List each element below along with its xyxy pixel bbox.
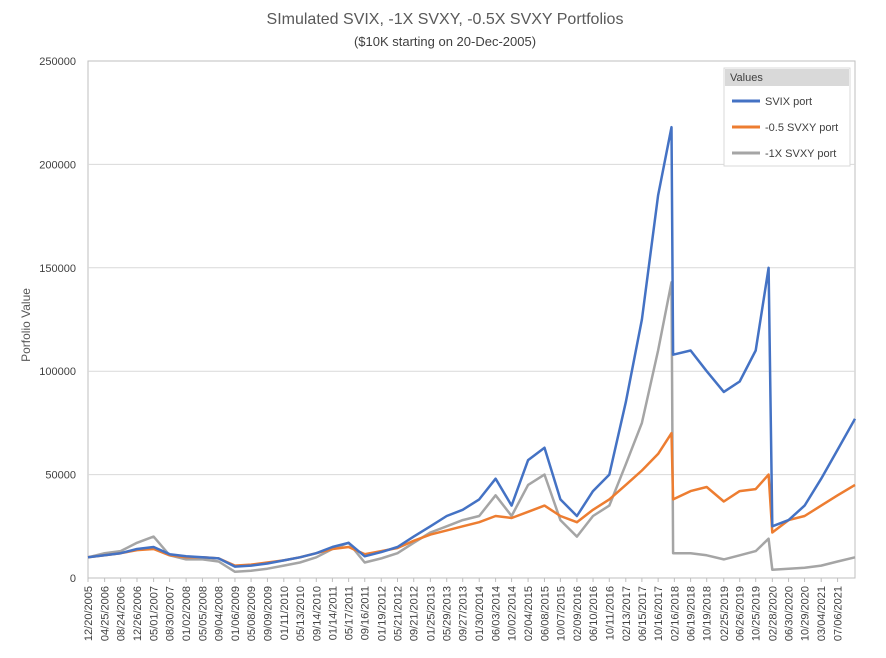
x-tick-label: 02/09/2016: [572, 586, 584, 641]
x-tick-label: 05/13/2010: [295, 586, 307, 641]
x-tick-label: 09/09/2009: [262, 586, 274, 641]
x-tick-label: 01/06/2009: [230, 586, 242, 641]
legend: Values SVIX port -0.5 SVXY port -1X SVXY p…: [723, 67, 851, 167]
chart-title: SImulated SVIX, -1X SVXY, -0.5X SVXY Por…: [267, 11, 624, 28]
y-tick-label: 250000: [39, 56, 76, 68]
x-tick-label: 05/08/2009: [246, 586, 258, 641]
x-tick-label: 05/29/2013: [442, 586, 454, 641]
y-tick-label: 50000: [45, 470, 76, 482]
legend-item-label: -1X SVXY port: [765, 148, 836, 160]
x-tick-label: 09/14/2010: [311, 586, 323, 641]
x-tick-label: 02/13/2017: [621, 586, 633, 641]
x-tick-label: 09/04/2008: [214, 586, 226, 641]
plot-area: [87, 60, 856, 579]
gridlines: [88, 163, 855, 476]
x-tick-label: 08/30/2007: [165, 586, 177, 641]
x-tick-label: 06/10/2016: [588, 586, 600, 641]
legend-item-label: -0.5 SVXY port: [765, 122, 838, 134]
y-tick-label: 0: [70, 573, 76, 585]
x-tick-label: 02/16/2018: [669, 586, 681, 641]
chart-subtitle: ($10K starting on 20-Dec-2005): [354, 34, 536, 49]
x-tick-label: 01/19/2012: [376, 586, 388, 641]
x-tick-label: 09/27/2013: [458, 586, 470, 641]
x-tick-label: 08/24/2006: [116, 586, 128, 641]
x-tick-label: 05/05/2008: [197, 586, 209, 641]
x-tick-label: 06/26/2019: [735, 586, 747, 641]
x-tick-label: 02/28/2020: [767, 586, 779, 641]
x-tick-label: 05/17/2011: [344, 586, 356, 640]
x-tick-label: 06/19/2018: [686, 586, 698, 641]
y-axis-ticks: 0 50000 100000 150000 200000 250000: [39, 56, 76, 585]
x-tick-label: 06/03/2014: [491, 586, 503, 641]
x-tick-label: 04/25/2006: [100, 586, 112, 641]
series-line-0: [87, 125, 857, 568]
x-tick-label: 10/25/2019: [751, 586, 763, 641]
legend-items: SVIX port -0.5 SVXY port -1X SVXY port: [732, 96, 838, 160]
x-tick-label: 09/16/2011: [360, 586, 372, 640]
x-tick-label: 05/21/2012: [392, 586, 404, 641]
x-tick-label: 10/19/2018: [702, 586, 714, 641]
series-line-2: [87, 281, 856, 574]
legend-header: [725, 69, 849, 86]
y-tick-label: 150000: [39, 263, 76, 275]
x-tick-label: 12/26/2006: [132, 586, 144, 641]
x-tick-label: 10/07/2015: [555, 586, 567, 641]
x-tick-label: 06/30/2020: [784, 586, 796, 641]
x-tick-label: 10/16/2017: [653, 586, 665, 641]
x-tick-label: 01/11/2010: [279, 586, 291, 640]
x-tick-label: 01/02/2008: [181, 586, 193, 641]
y-tick-label: 100000: [39, 366, 76, 378]
x-tick-label: 05/01/2007: [149, 586, 161, 641]
x-tick-label: 03/04/2021: [816, 586, 828, 641]
x-tick-label: 06/15/2017: [637, 586, 649, 641]
x-tick-label: 01/14/2011: [327, 586, 339, 640]
x-tick-label: 10/29/2020: [800, 586, 812, 641]
x-tick-label: 10/02/2014: [507, 586, 519, 641]
x-tick-label: 07/06/2021: [833, 586, 845, 641]
x-tick-label: 02/04/2015: [523, 586, 535, 641]
x-tick-label: 06/08/2015: [539, 586, 551, 641]
legend-title: Values: [730, 72, 763, 84]
y-tick-label: 200000: [39, 159, 76, 171]
x-tick-label: 02/25/2019: [719, 586, 731, 641]
x-tick-label: 01/25/2013: [425, 586, 437, 641]
y-axis-label: Porfolio Value: [19, 288, 33, 362]
x-axis-ticks: 12/20/2005 04/25/2006 08/24/2006 12/26/2006…: [83, 578, 845, 641]
legend-item-label: SVIX port: [765, 96, 812, 108]
x-tick-label: 09/21/2012: [409, 586, 421, 641]
x-tick-label: 12/20/2005: [83, 586, 95, 641]
series-lines: [87, 125, 857, 574]
x-tick-label: 01/30/2014: [474, 586, 486, 641]
x-tick-label: 10/11/2016: [604, 586, 616, 640]
